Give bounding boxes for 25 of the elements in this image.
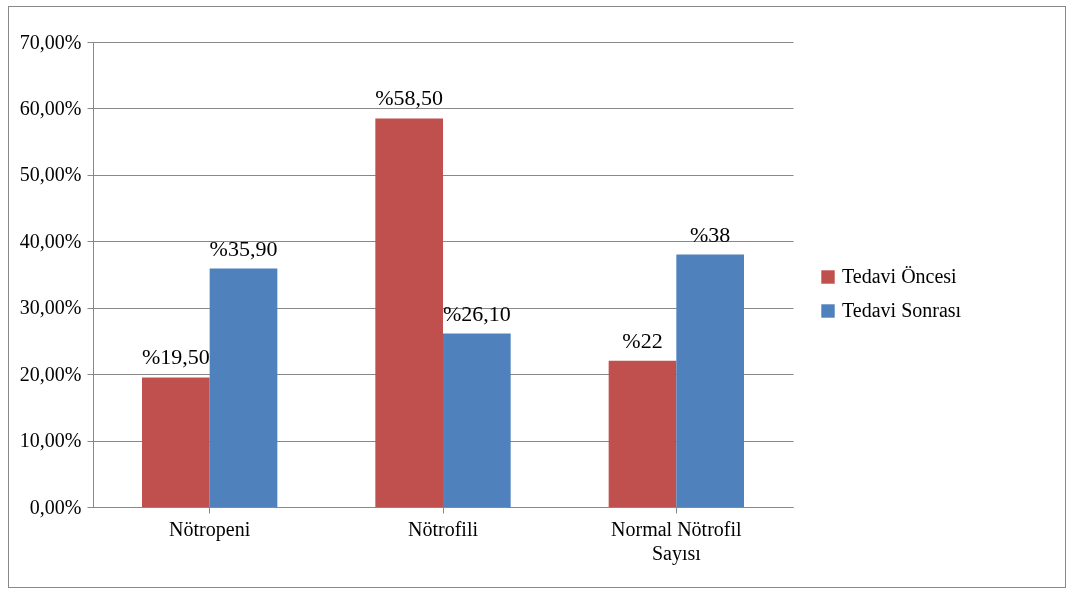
y-tick-label: 40,00% bbox=[19, 229, 82, 252]
y-tick-label: 20,00% bbox=[19, 362, 82, 385]
y-tick-label: 10,00% bbox=[19, 429, 82, 452]
y-tick-label: 60,00% bbox=[19, 96, 82, 119]
y-tick-label: 30,00% bbox=[19, 296, 82, 319]
bar bbox=[142, 377, 210, 507]
x-tick-label: Nötrofili bbox=[408, 517, 479, 540]
bar bbox=[443, 333, 511, 507]
legend-label: Tedavi Öncesi bbox=[842, 265, 958, 287]
bar bbox=[676, 254, 744, 507]
y-tick-label: 70,00% bbox=[19, 30, 82, 53]
data-label: %19,50 bbox=[141, 344, 210, 370]
data-label: %38 bbox=[690, 221, 731, 247]
data-label: %26,10 bbox=[442, 300, 511, 326]
x-tick-label: Normal Nötrofil Sayısı bbox=[611, 517, 743, 565]
data-label: %35,90 bbox=[209, 235, 278, 261]
bar bbox=[375, 118, 443, 507]
bar bbox=[209, 268, 278, 507]
data-label: %58,50 bbox=[375, 85, 444, 111]
data-label: %22 bbox=[622, 327, 663, 353]
x-tick-label: Nötropeni bbox=[169, 517, 251, 541]
y-tick-label: 50,00% bbox=[19, 163, 82, 186]
legend-label: Tedavi Sonrası bbox=[842, 299, 962, 321]
bar bbox=[608, 360, 677, 507]
y-tick-label: 0,00% bbox=[29, 495, 82, 518]
